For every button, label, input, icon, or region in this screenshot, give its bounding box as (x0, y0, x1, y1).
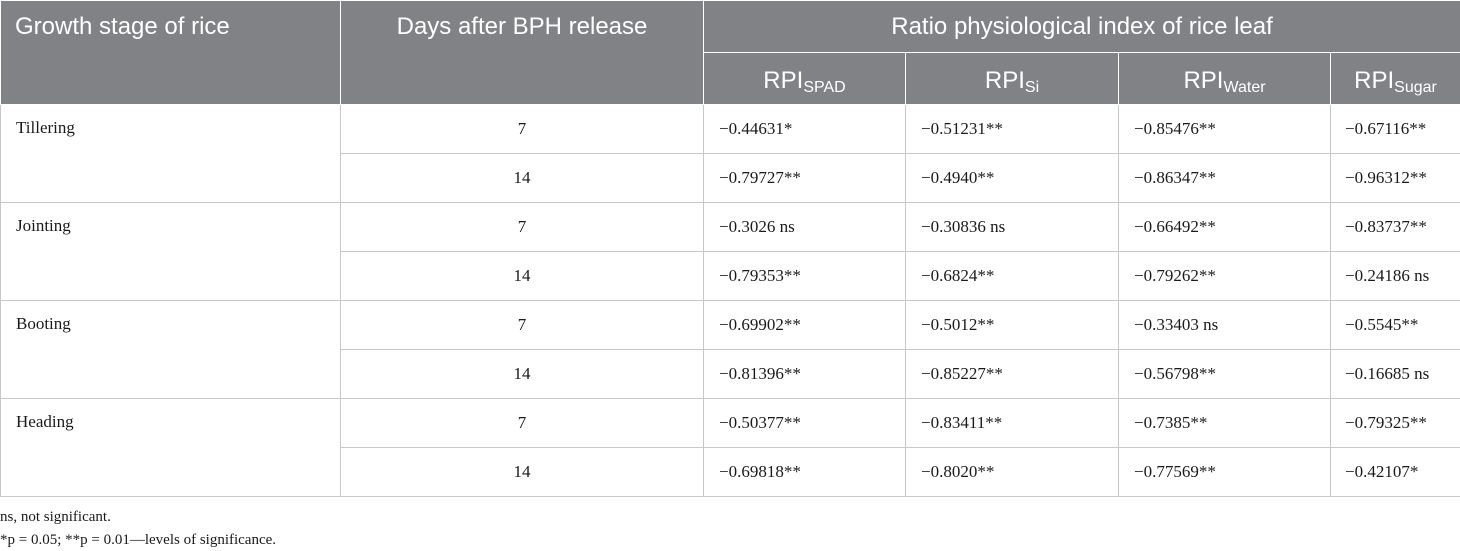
stage-cell: Heading (0, 398, 341, 497)
days-cell: 14 (340, 251, 704, 301)
value-cell: −0.42107* (1329, 447, 1460, 497)
table-row: Booting 7 −0.69902** −0.5012** −0.33403 … (0, 300, 1460, 399)
value-cell: −0.4940** (905, 153, 1119, 203)
header-rpi-si: RPISi (905, 52, 1119, 105)
value-cell: −0.85227** (905, 349, 1119, 399)
value-cell: −0.6824** (905, 251, 1119, 301)
value-cell: −0.33403 ns (1118, 300, 1331, 350)
header-days-after-release: Days after BPH release (340, 0, 704, 105)
header-rpi-water: RPIWater (1118, 52, 1331, 105)
value-cell: −0.5545** (1329, 300, 1460, 350)
value-cell: −0.51231** (905, 104, 1119, 154)
header-rpi-base: RPI (984, 66, 1025, 94)
days-cell: 14 (340, 447, 704, 497)
value-cell: −0.69902** (703, 300, 906, 350)
header-rpi-sugar: RPISugar (1329, 52, 1460, 105)
days-cell: 14 (340, 349, 704, 399)
table-row: 14 −0.69818** −0.8020** −0.77569** −0.42… (1, 447, 1460, 497)
value-cell: −0.79727** (703, 153, 906, 203)
table-body: Tillering 7 −0.44631* −0.51231** −0.8547… (0, 104, 1460, 497)
stage-cell: Tillering (0, 104, 341, 203)
value-cell: −0.77569** (1118, 447, 1331, 497)
value-cell: −0.96312** (1329, 153, 1460, 203)
footnote-significance: *p = 0.05; **p = 0.01—levels of signific… (0, 532, 277, 548)
table-row: Heading 7 −0.50377** −0.83411** −0.7385*… (0, 398, 1460, 497)
header-growth-stage: Growth stage of rice (0, 0, 341, 105)
footnote-ns: ns, not significant. (0, 509, 111, 525)
header-rpi-subscript: Sugar (1394, 78, 1437, 96)
header-rpi-subscript: SPAD (803, 78, 846, 96)
days-cell: 7 (340, 398, 704, 448)
value-cell: −0.79325** (1329, 398, 1460, 448)
header-rpi-subscript: Water (1223, 78, 1266, 96)
value-cell: −0.50377** (703, 398, 906, 448)
stage-cell: Jointing (0, 202, 341, 301)
correlation-table: Growth stage of rice Days after BPH rele… (0, 0, 1460, 497)
value-cell: −0.5012** (905, 300, 1119, 350)
days-cell: 14 (340, 153, 704, 203)
stage-cell: Booting (0, 300, 341, 399)
value-cell: −0.67116** (1329, 104, 1460, 154)
value-cell: −0.69818** (703, 447, 906, 497)
value-cell: −0.79353** (703, 251, 906, 301)
days-cell: 7 (340, 202, 704, 252)
header-rpi-spad: RPISPAD (703, 52, 906, 105)
table-row: 14 −0.79353** −0.6824** −0.79262** −0.24… (1, 251, 1460, 301)
value-cell: −0.83411** (905, 398, 1119, 448)
header-ratio-index: Ratio physiological index of rice leaf (702, 0, 1460, 53)
value-cell: −0.44631* (703, 104, 906, 154)
value-cell: −0.83737** (1329, 202, 1460, 252)
value-cell: −0.16685 ns (1329, 349, 1460, 399)
days-cell: 7 (340, 104, 704, 154)
value-cell: −0.8020** (905, 447, 1119, 497)
header-rpi-base: RPI (1354, 66, 1395, 94)
header-rpi-subscript: Si (1024, 78, 1040, 96)
header-rpi-base: RPI (763, 66, 804, 94)
value-cell: −0.56798** (1118, 349, 1331, 399)
value-cell: −0.79262** (1118, 251, 1331, 301)
table-row: 14 −0.79727** −0.4940** −0.86347** −0.96… (1, 153, 1460, 203)
value-cell: −0.24186 ns (1329, 251, 1460, 301)
value-cell: −0.85476** (1118, 104, 1331, 154)
value-cell: −0.66492** (1118, 202, 1331, 252)
days-cell: 7 (340, 300, 704, 350)
table-row: 14 −0.81396** −0.85227** −0.56798** −0.1… (1, 349, 1460, 399)
value-cell: −0.81396** (703, 349, 906, 399)
header-rpi-base: RPI (1183, 66, 1224, 94)
table-header: Growth stage of rice Days after BPH rele… (0, 0, 1460, 105)
value-cell: −0.86347** (1118, 153, 1331, 203)
value-cell: −0.30836 ns (905, 202, 1119, 252)
table-row: Tillering 7 −0.44631* −0.51231** −0.8547… (0, 104, 1460, 203)
value-cell: −0.3026 ns (703, 202, 906, 252)
table-row: Jointing 7 −0.3026 ns −0.30836 ns −0.664… (0, 202, 1460, 301)
value-cell: −0.7385** (1118, 398, 1331, 448)
